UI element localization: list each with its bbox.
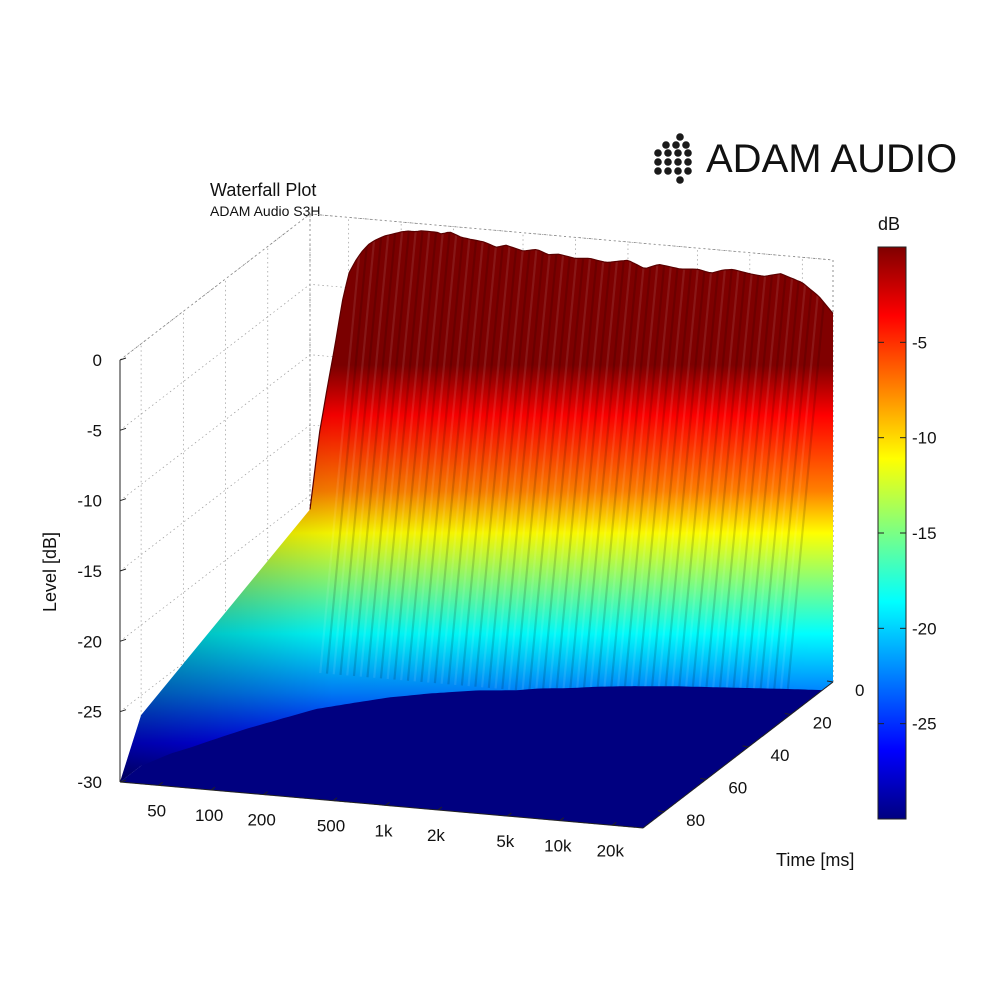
- x-tick-label: 5k: [496, 832, 514, 851]
- x-tick-label: 10k: [544, 837, 572, 856]
- colorbar-tick-label: -10: [912, 429, 937, 448]
- z-tick-label: -15: [77, 562, 102, 581]
- colorbar-tick-label: -25: [912, 715, 937, 734]
- x-tick-label: 50: [147, 801, 166, 820]
- adam-audio-logo: ADAM AUDIO: [654, 133, 957, 184]
- chart-title: Waterfall Plot: [210, 180, 316, 200]
- z-tick-label: 0: [93, 351, 102, 370]
- y-tick-label: 80: [686, 811, 705, 830]
- colorbar-tick-label: -5: [912, 333, 927, 352]
- z-axis-ticks: 0 -5 -10 -15 -20 -25 -30: [77, 351, 127, 792]
- y-tick-label: 40: [771, 746, 790, 765]
- y-axis-label: Time [ms]: [776, 850, 854, 870]
- x-tick-label: 500: [317, 817, 345, 836]
- y-tick-label: 60: [728, 778, 747, 797]
- y-tick-label: 0: [855, 681, 864, 700]
- x-tick-label: 200: [247, 811, 275, 830]
- x-tick-label: 2k: [427, 826, 445, 845]
- colorbar-ticks: -5 -10 -15 -20 -25: [878, 333, 937, 734]
- z-tick-label: -25: [77, 703, 102, 722]
- z-tick-label: -5: [87, 421, 102, 440]
- x-tick-label: 1k: [375, 821, 393, 840]
- x-tick-label: 20k: [597, 841, 625, 860]
- y-tick-label: 20: [813, 713, 832, 732]
- colorbar: dB -5 -10 -15 -20 -25: [877, 214, 937, 820]
- y-axis-ticks: 0 20 40 60 80: [642, 680, 864, 830]
- colorbar-tick-label: -15: [912, 524, 937, 543]
- x-tick-label: 100: [195, 806, 223, 825]
- z-tick-label: -20: [77, 632, 102, 651]
- front-response-edge: [309, 230, 834, 510]
- colorbar-tick-label: -20: [912, 619, 937, 638]
- z-tick-label: -30: [77, 773, 102, 792]
- colorbar-label: dB: [878, 214, 900, 234]
- x-axis-ticks: 50 100 200 500 1k 2k 5k 10k 20k: [119, 781, 644, 860]
- chart-subtitle: ADAM Audio S3H: [210, 203, 321, 219]
- z-axis-label: Level [dB]: [40, 532, 60, 612]
- brand-name: ADAM AUDIO: [706, 137, 957, 181]
- logo-dots-icon: [654, 133, 692, 184]
- z-tick-label: -10: [77, 492, 102, 511]
